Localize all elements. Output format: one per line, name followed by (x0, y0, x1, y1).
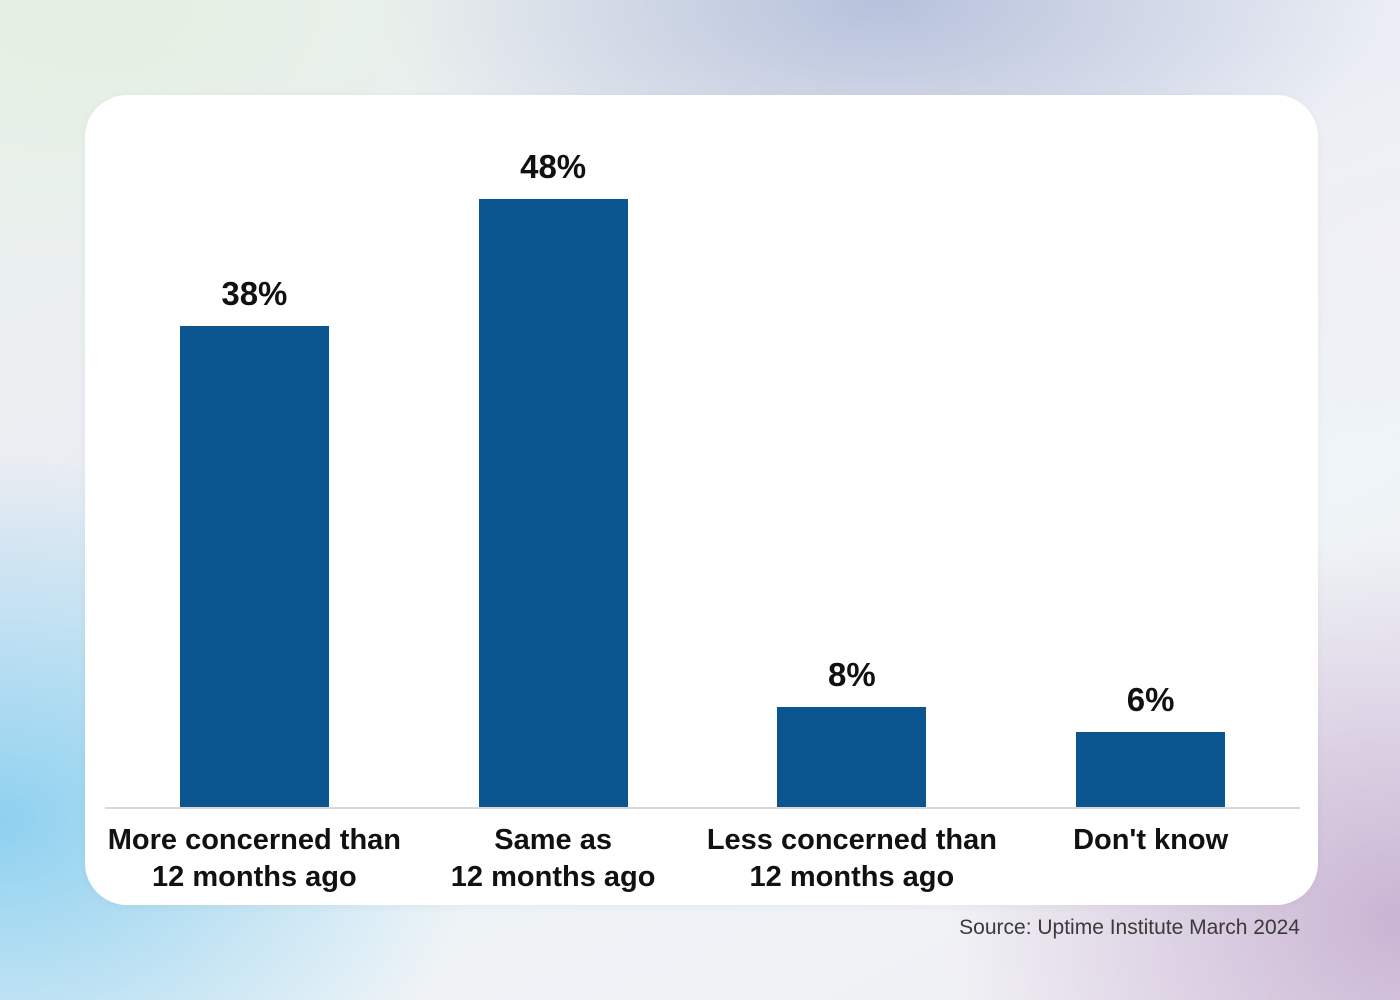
bar-value-label: 48% (520, 148, 587, 186)
category-label-line: Same as (494, 824, 612, 856)
bar-value-label: 8% (828, 655, 876, 693)
x-axis-labels: More concerned than 12 months ago Same a… (105, 822, 1300, 896)
bar-group-less-concerned: 8% (703, 95, 1002, 808)
category-label-same-as: Same as 12 months ago (404, 822, 703, 896)
category-label-line: 12 months ago (450, 861, 656, 893)
category-label-line: 12 months ago (749, 861, 955, 893)
bar-chart: 38% 48% 8% 6% (105, 95, 1300, 808)
bar-group-same-as: 48% (404, 95, 703, 808)
chart-card: 38% 48% 8% 6% More concerned than 12 mon… (85, 95, 1318, 905)
category-label-dont-know: Don't know (1001, 822, 1300, 896)
category-label-more-concerned: More concerned than 12 months ago (105, 822, 404, 896)
bar-value-label: 6% (1126, 680, 1175, 718)
category-label-line: 12 months ago (152, 861, 357, 893)
bar (1076, 731, 1226, 808)
bar (478, 199, 628, 808)
category-label-line: Less concerned than (706, 824, 997, 856)
bar (179, 326, 329, 808)
category-label-line: More concerned than (107, 824, 402, 856)
category-label-less-concerned: Less concerned than 12 months ago (703, 822, 1002, 896)
bar-group-more-concerned: 38% (105, 95, 404, 808)
bar (777, 706, 927, 808)
bar-group-dont-know: 6% (1001, 95, 1300, 808)
source-caption: Source: Uptime Institute March 2024 (959, 916, 1300, 939)
x-axis-line (105, 807, 1300, 809)
category-label-line: Don't know (1073, 824, 1229, 856)
bar-value-label: 38% (221, 275, 288, 313)
